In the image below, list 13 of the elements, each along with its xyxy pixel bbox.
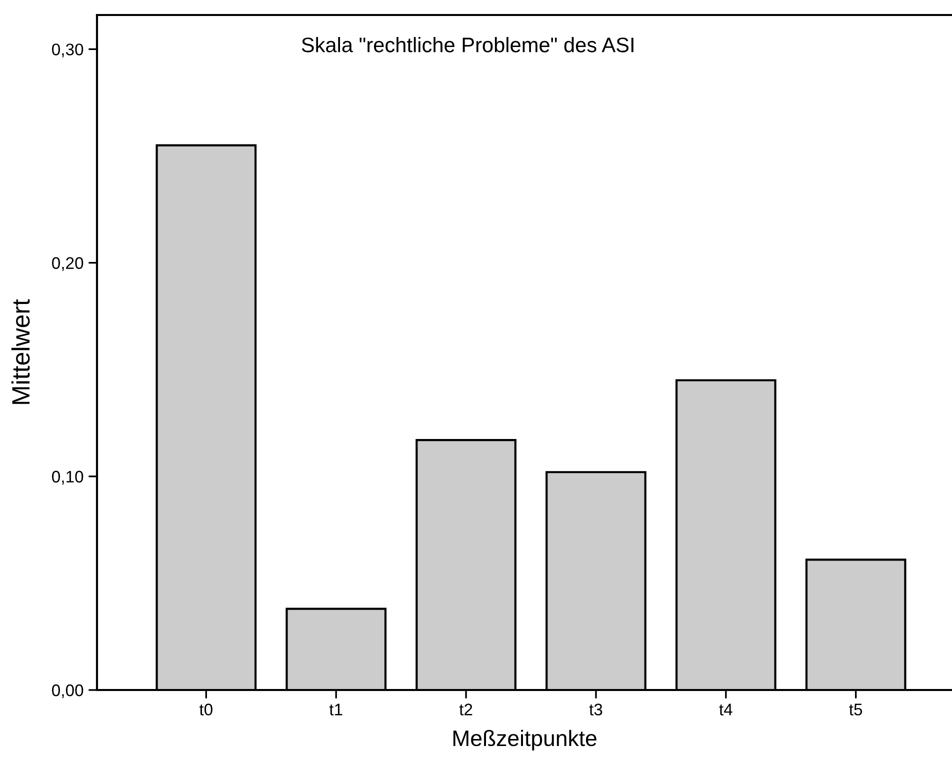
y-axis-title: Mittelwert [11, 299, 30, 404]
x-tick-label: t0 [199, 704, 212, 716]
x-tick-label: t5 [849, 704, 862, 716]
x-tick-label: t1 [329, 704, 342, 716]
y-tick-label: 0,10 [52, 470, 84, 485]
x-axis-title: Meßzeitpunkte [453, 730, 596, 751]
x-tick-label: t4 [719, 704, 732, 716]
y-tick-label: 0,20 [52, 257, 84, 271]
y-tick-label: 0,00 [52, 684, 84, 698]
y-tick-label: 0,30 [52, 44, 84, 58]
x-tick-label: t2 [459, 704, 472, 716]
text: Skala "rechtliche Probleme" des ASI [302, 37, 634, 52]
x-tick-label: t3 [589, 704, 602, 716]
